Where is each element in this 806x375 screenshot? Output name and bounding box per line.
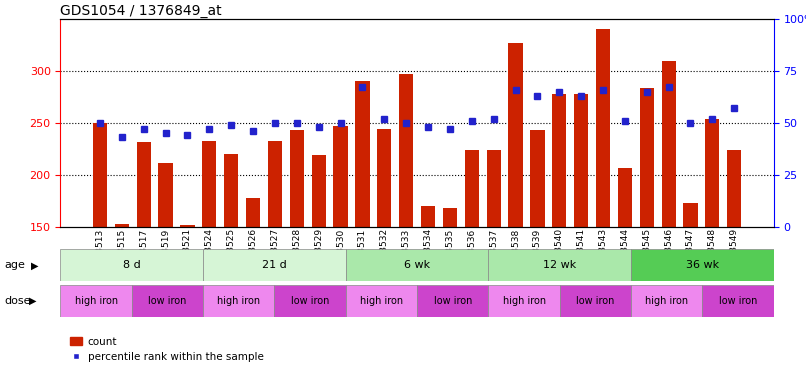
Bar <box>487 150 501 227</box>
Text: 8 d: 8 d <box>123 260 141 270</box>
Text: low iron: low iron <box>291 296 330 306</box>
Text: 21 d: 21 d <box>262 260 287 270</box>
Bar <box>418 285 488 317</box>
Text: ▶: ▶ <box>29 296 36 306</box>
Text: age: age <box>4 261 25 270</box>
Text: high iron: high iron <box>502 296 546 306</box>
Bar <box>631 249 774 281</box>
Bar <box>488 285 559 317</box>
Bar <box>346 249 488 281</box>
Bar <box>136 141 151 227</box>
Bar <box>246 198 260 227</box>
Bar <box>596 29 610 227</box>
Text: 12 wk: 12 wk <box>543 260 576 270</box>
Text: ▶: ▶ <box>31 261 38 270</box>
Bar <box>346 285 417 317</box>
Bar <box>705 118 720 227</box>
Bar <box>60 249 203 281</box>
Text: high iron: high iron <box>359 296 403 306</box>
Bar <box>442 208 457 227</box>
Bar <box>617 168 632 227</box>
Bar <box>530 130 545 227</box>
Bar <box>421 206 435 227</box>
Bar <box>552 94 567 227</box>
Bar <box>60 285 131 317</box>
Bar <box>181 225 194 227</box>
Bar <box>377 129 392 227</box>
Bar <box>93 123 107 227</box>
Bar <box>683 203 698 227</box>
Text: low iron: low iron <box>719 296 758 306</box>
Bar <box>289 130 304 227</box>
Bar <box>399 74 413 227</box>
Bar <box>203 249 346 281</box>
Bar <box>159 164 172 227</box>
Bar <box>268 141 282 227</box>
Bar <box>131 285 203 317</box>
Bar <box>488 249 631 281</box>
Bar <box>465 150 479 227</box>
Text: dose: dose <box>4 296 31 306</box>
Bar <box>224 154 239 227</box>
Text: high iron: high iron <box>645 296 688 306</box>
Text: high iron: high iron <box>74 296 118 306</box>
Bar <box>202 141 217 227</box>
Bar <box>509 43 522 227</box>
Bar <box>312 155 326 227</box>
Text: low iron: low iron <box>434 296 472 306</box>
Bar <box>631 285 702 317</box>
Legend: count, percentile rank within the sample: count, percentile rank within the sample <box>65 333 268 366</box>
Text: 36 wk: 36 wk <box>686 260 719 270</box>
Bar <box>203 285 274 317</box>
Bar <box>274 285 346 317</box>
Text: low iron: low iron <box>576 296 615 306</box>
Text: GDS1054 / 1376849_at: GDS1054 / 1376849_at <box>60 4 222 18</box>
Text: 6 wk: 6 wk <box>404 260 430 270</box>
Bar <box>662 62 675 227</box>
Bar <box>727 150 742 227</box>
Bar <box>640 88 654 227</box>
Bar <box>334 126 347 227</box>
Bar <box>574 94 588 227</box>
Bar <box>702 285 774 317</box>
Bar <box>559 285 631 317</box>
Bar <box>114 224 129 227</box>
Text: low iron: low iron <box>148 296 187 306</box>
Text: high iron: high iron <box>217 296 260 306</box>
Bar <box>355 81 369 227</box>
